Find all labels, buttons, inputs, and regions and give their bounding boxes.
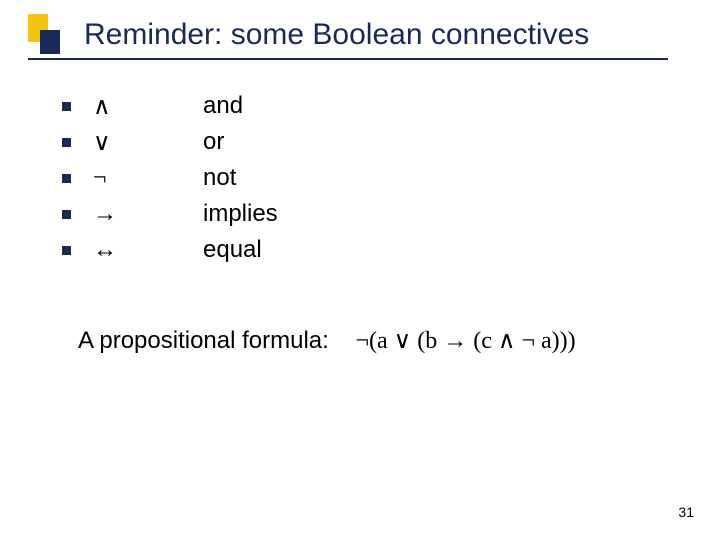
connective-word: equal [203, 236, 262, 264]
title-accent-graphic [28, 14, 58, 54]
bullet-icon [62, 246, 71, 255]
accent-navy-block [40, 30, 60, 54]
slide-title: Reminder: some Boolean connectives [84, 18, 589, 52]
connective-symbol: ∧ [93, 92, 203, 121]
bullet-icon [62, 174, 71, 183]
title-underline [28, 58, 668, 60]
connective-word: not [203, 164, 236, 192]
connective-word: implies [203, 200, 278, 228]
formula-line: A propositional formula: ¬(a ∨ (b → (c ∧… [78, 326, 576, 355]
connective-word: or [203, 128, 224, 156]
connective-symbol: ∨ [93, 128, 203, 157]
formula-expr: ¬(a ∨ (b → (c ∧ ¬ a))) [356, 328, 576, 354]
connective-symbol: ¬ [93, 165, 203, 192]
bullet-icon [62, 210, 71, 219]
list-item: → implies [62, 198, 662, 230]
list-item: ↔ equal [62, 234, 662, 266]
bullet-icon [62, 138, 71, 147]
list-item: ∨ or [62, 126, 662, 158]
connectives-list: ∧ and ∨ or ¬ not → implies ↔ equal [62, 90, 662, 270]
page-number: 31 [678, 504, 694, 520]
list-item: ∧ and [62, 90, 662, 122]
bullet-icon [62, 102, 71, 111]
formula-label: A propositional formula: [78, 327, 329, 354]
connective-symbol: ↔ [93, 237, 203, 264]
list-item: ¬ not [62, 162, 662, 194]
title-bar: Reminder: some Boolean connectives [0, 14, 720, 54]
connective-word: and [203, 92, 243, 120]
connective-symbol: → [93, 201, 203, 228]
